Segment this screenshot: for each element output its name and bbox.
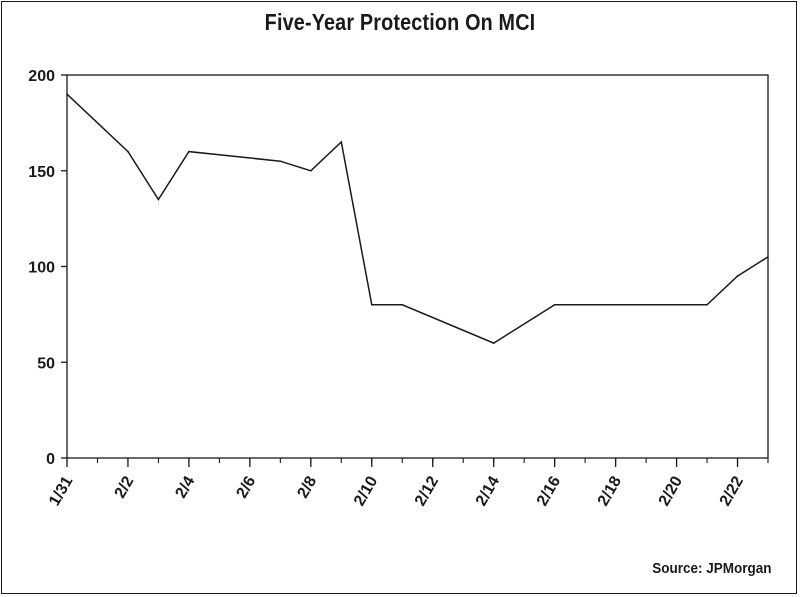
x-tick-label: 2/18	[595, 473, 625, 509]
x-tick-label: 1/31	[46, 473, 76, 509]
y-tick-label: 100	[28, 260, 55, 277]
x-tick-label: 2/2	[112, 473, 138, 501]
data-point	[127, 150, 129, 153]
x-tick-label: 2/14	[473, 473, 503, 509]
x-tick-label: 2/4	[173, 473, 199, 501]
series-line	[66, 93, 769, 344]
data-point	[401, 304, 404, 306]
data-point	[553, 304, 556, 306]
data-point	[310, 169, 312, 172]
x-tick-label: 2/20	[656, 473, 686, 509]
data-point	[188, 150, 190, 153]
data-point	[736, 275, 739, 277]
data-point	[340, 141, 343, 143]
x-tick-label: 2/10	[351, 473, 381, 509]
data-point	[706, 304, 708, 306]
x-tick-label: 2/16	[534, 473, 564, 509]
y-tick-label: 150	[28, 164, 55, 181]
x-axis: 1/31 2/2 2/4 2/6 2/8 2/10 2/12 2/14 2/16 2/18 2/20…	[46, 458, 769, 509]
y-tick-label: 0	[46, 451, 55, 468]
x-tick-label: 2/6	[233, 473, 259, 501]
chart-title: Five-Year Protection On MCI	[264, 9, 536, 35]
series-group	[66, 93, 769, 344]
data-point	[492, 342, 495, 344]
y-tick-label: 200	[28, 68, 55, 85]
y-tick-label: 50	[37, 355, 55, 372]
x-tick-label: 2/12	[412, 473, 442, 509]
source-note: Source: JPMorgan	[652, 560, 772, 577]
x-tick-label: 2/8	[294, 473, 320, 501]
y-axis: 0 50 100 150 200	[28, 68, 67, 468]
x-tick-label: 2/22	[717, 473, 747, 509]
data-point	[279, 160, 282, 162]
data-point	[66, 93, 68, 95]
plot-area	[66, 74, 769, 459]
data-point	[157, 198, 160, 201]
data-point	[767, 256, 769, 258]
data-point	[370, 304, 373, 306]
